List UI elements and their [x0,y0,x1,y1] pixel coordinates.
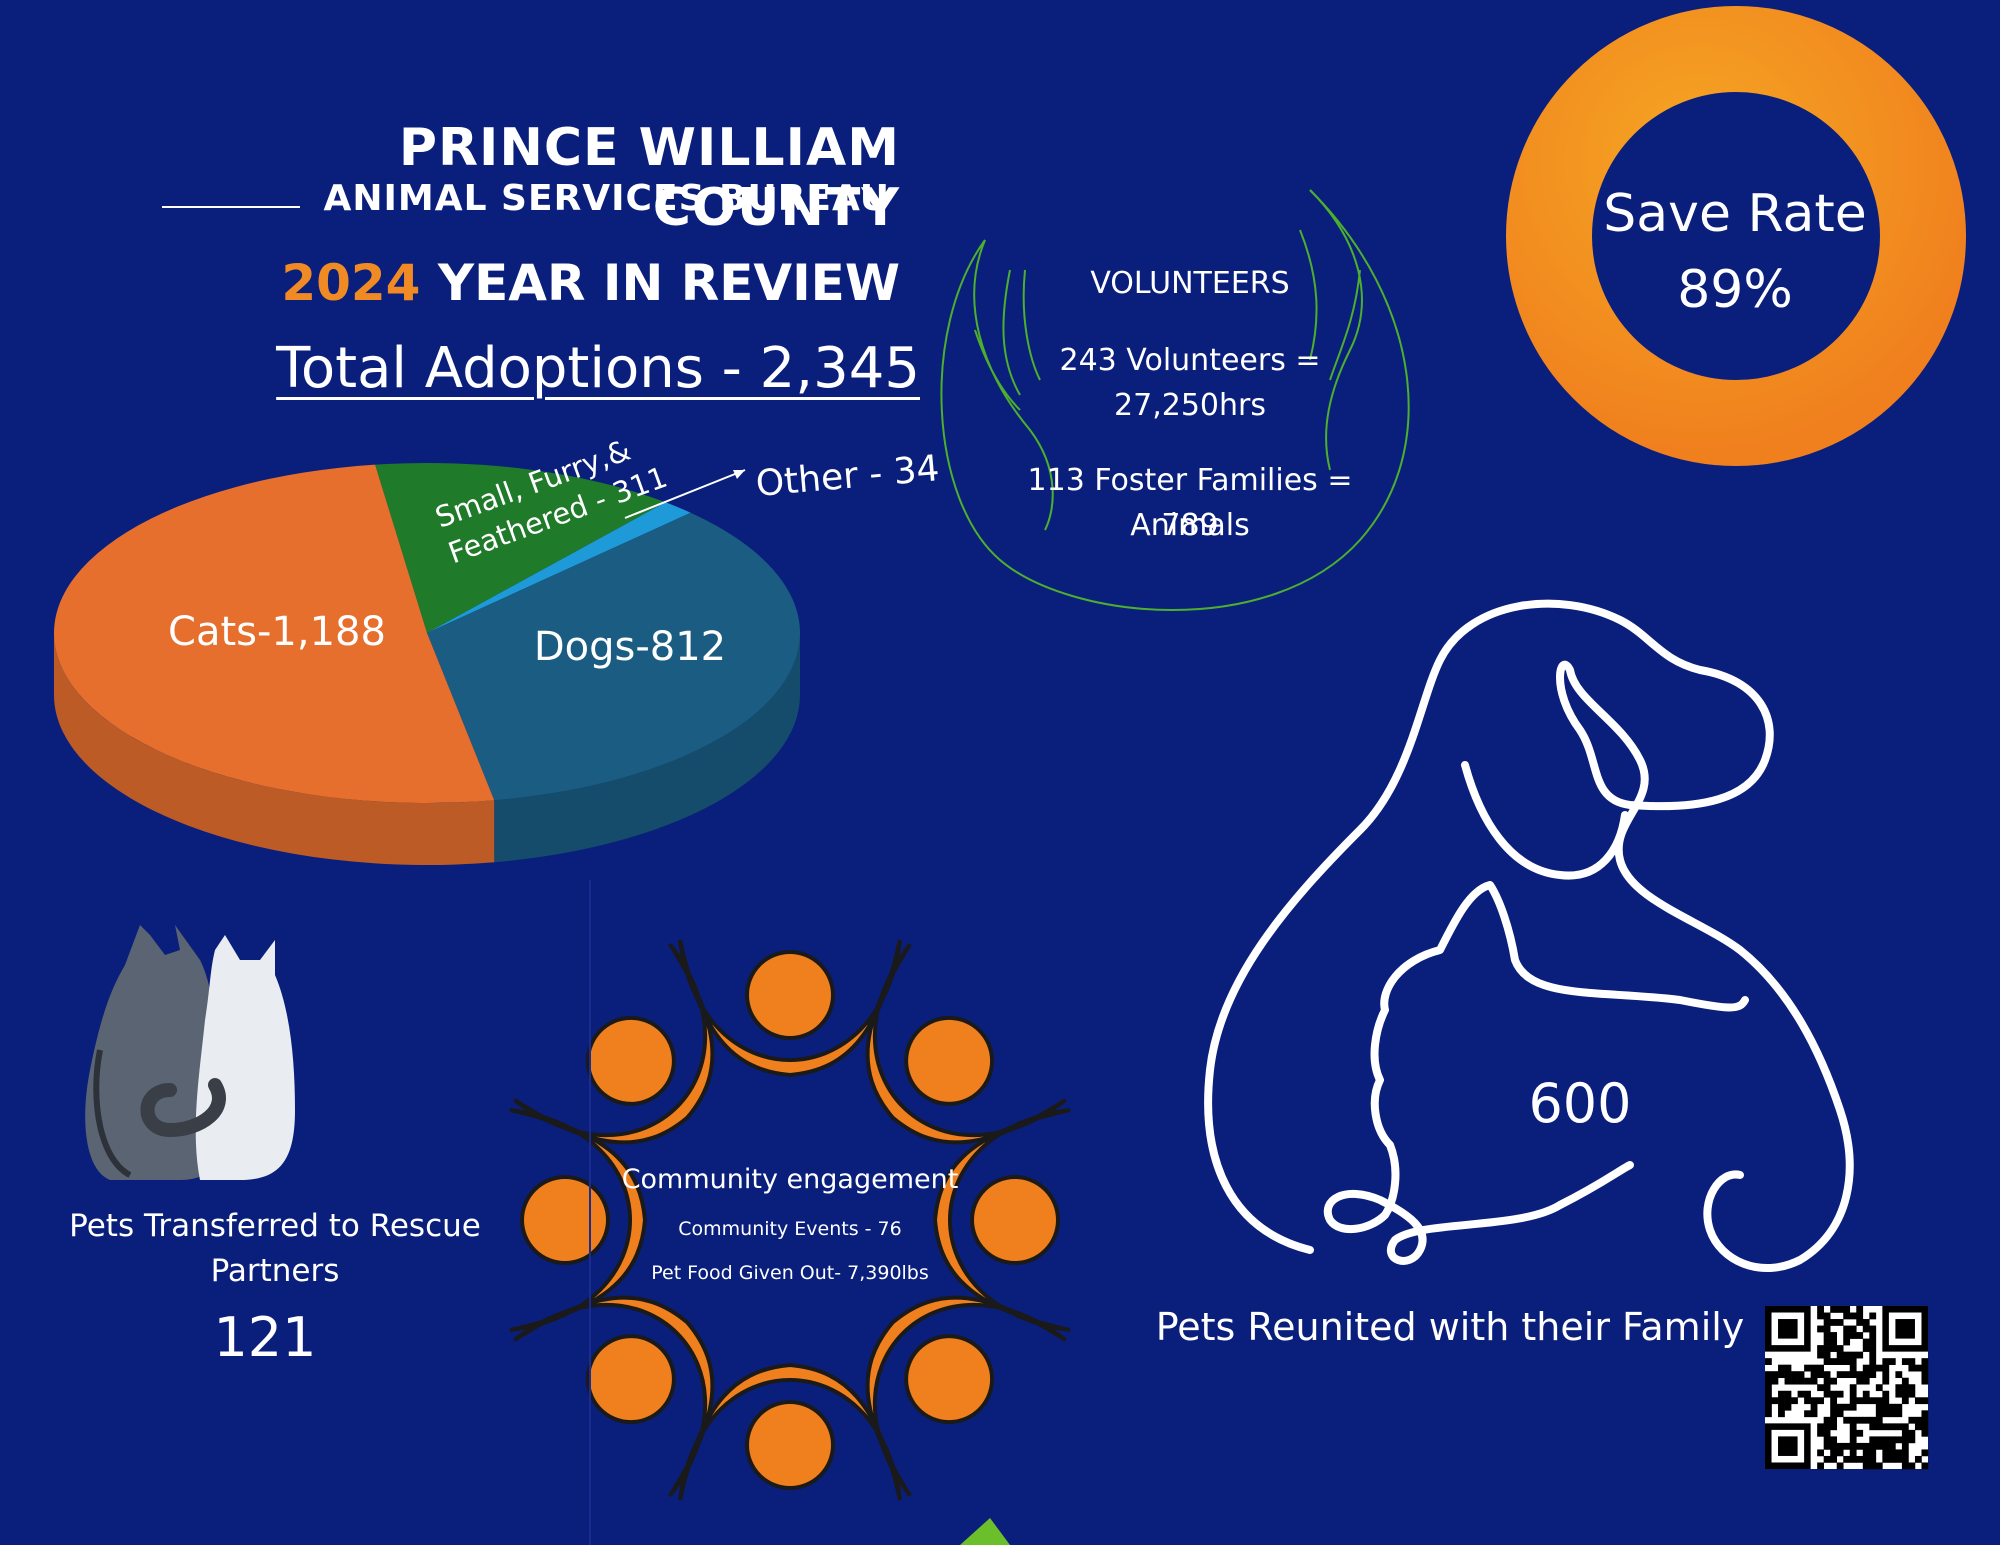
review-year: 2024 [281,254,421,312]
community-person [513,943,715,1145]
community-person [513,1295,715,1497]
community-person [865,943,1067,1145]
org-name-line1: PRINCE WILLIAM COUNTY [398,118,900,238]
save-rate-title: Save Rate [1603,184,1867,244]
transfers-label-line2: Partners [210,1253,340,1289]
cat-outline [1324,881,1749,1265]
community-person [678,939,902,1078]
green-corner-shape [960,1518,1010,1545]
reunited-label: Pets Reunited with their Family [1155,1305,1745,1349]
community-title: Community engagement [621,1164,959,1195]
community-person [932,1108,1071,1332]
save-rate-donut [1506,6,1966,466]
community-person [678,1362,902,1501]
transfers-label-line1: Pets Transferred to Rescue [69,1208,481,1244]
community-events: Community Events - 76 [678,1218,902,1240]
pet-food-given: Pet Food Given Out- 7,390lbs [651,1262,929,1284]
year-in-review-heading: 2024 YEAR IN REVIEW [200,254,900,312]
review-text: YEAR IN REVIEW [437,254,900,312]
org-name-line2: ANIMAL SERVICES BUREAU [323,178,890,219]
foster-animals: Animals [1130,508,1250,543]
dog-ear [1461,761,1629,880]
right-hand [1299,189,1363,471]
save-rate-value: 89% [1677,260,1793,320]
save-rate-label: Save Rate 89% [1580,176,1890,328]
cat-white [140,935,295,1180]
left-hand [973,239,1054,531]
total-adoptions-title: Total Adoptions - 2,345 [276,336,920,401]
hands-circle [940,189,1410,611]
community-person [509,1108,648,1332]
transfers-value: 121 [213,1306,317,1369]
title-divider [162,206,300,208]
foster-families: 113 Foster Families = 789 [1027,463,1353,543]
volunteers-count: 243 Volunteers = [1059,343,1321,378]
transfers-label: Pets Transferred to Rescue Partners [50,1204,500,1294]
community-person [865,1295,1067,1497]
volunteer-hours: 27,250hrs [1114,388,1266,423]
dog-outline [1204,599,1854,1272]
volunteers-title: VOLUNTEERS [1090,266,1290,301]
cat-grey [85,925,224,1180]
reunited-value: 600 [1528,1072,1632,1135]
